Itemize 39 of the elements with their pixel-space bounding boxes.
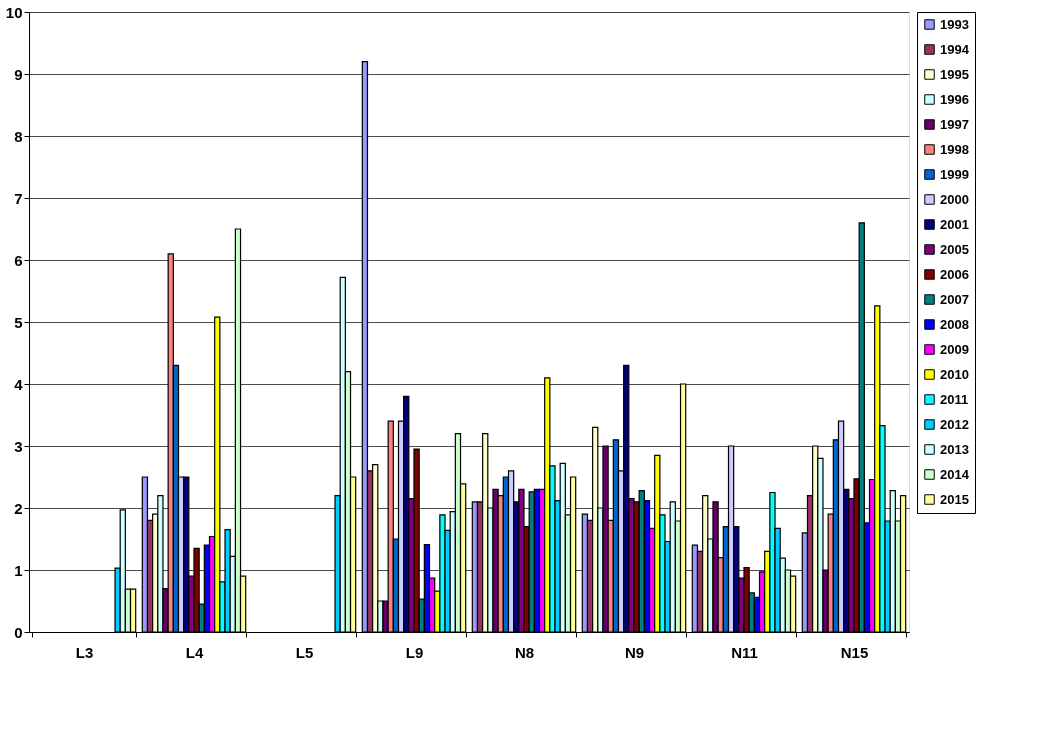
- legend-label: 2009: [940, 341, 969, 357]
- x-tick-label: L9: [405, 643, 424, 661]
- x-tick-label: N15: [840, 643, 869, 661]
- legend-label: 2007: [940, 291, 969, 307]
- y-tick-label: 1: [14, 561, 23, 579]
- legend-label: 2011: [940, 391, 969, 407]
- legend-label: 2010: [940, 366, 969, 382]
- y-tick-label: 8: [14, 127, 23, 145]
- y-tick-label: 10: [5, 3, 23, 21]
- legend-label: 1997: [940, 116, 969, 132]
- y-tick-label: 4: [14, 375, 24, 393]
- legend-label: 2008: [940, 316, 969, 332]
- legend-label: 1996: [940, 91, 969, 107]
- legend-label: 2014: [940, 466, 970, 482]
- x-tick-label: L4: [185, 643, 204, 661]
- legend-label: 1994: [940, 41, 970, 57]
- y-tick-label: 5: [14, 313, 23, 331]
- legend-label: 2012: [940, 416, 969, 432]
- y-tick-label: 9: [14, 65, 23, 83]
- legend-label: 1998: [940, 141, 969, 157]
- x-tick-label: N8: [514, 643, 535, 661]
- legend-label: 2005: [940, 241, 969, 257]
- legend-label: 1995: [940, 66, 969, 82]
- legend-label: 2001: [940, 216, 969, 232]
- y-tick-label: 7: [14, 189, 23, 207]
- legend-label: 1993: [940, 16, 969, 32]
- y-tick-label: 3: [14, 437, 23, 455]
- legend-label: 2006: [940, 266, 969, 282]
- y-tick-label: 2: [14, 499, 23, 517]
- x-tick-label: N11: [731, 643, 758, 661]
- legend-label: 2015: [940, 491, 969, 507]
- y-tick-label: 0: [14, 623, 23, 641]
- legend-label: 1999: [940, 166, 969, 182]
- x-tick-label: L5: [295, 643, 314, 661]
- legend-label: 2000: [940, 191, 969, 207]
- x-tick-label: L3: [75, 643, 94, 661]
- x-tick-label: N9: [624, 643, 645, 661]
- legend-label: 2013: [940, 441, 969, 457]
- y-tick-label: 6: [14, 251, 23, 269]
